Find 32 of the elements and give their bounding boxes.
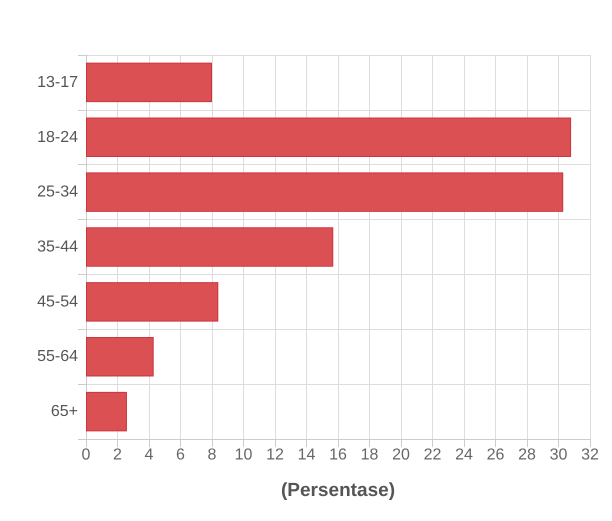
x-tick-label: 32 bbox=[581, 446, 599, 464]
x-tick-label: 8 bbox=[208, 446, 217, 464]
bar bbox=[86, 336, 154, 376]
x-tick-label: 20 bbox=[392, 446, 410, 464]
bar bbox=[86, 62, 212, 102]
y-tick-label: 65+ bbox=[50, 403, 78, 420]
x-tick-label: 18 bbox=[360, 446, 378, 464]
x-tick-label: 6 bbox=[176, 446, 186, 464]
bar bbox=[86, 392, 127, 432]
y-tick-label: 25-34 bbox=[37, 184, 78, 201]
x-tick-label: 2 bbox=[113, 446, 122, 464]
bar bbox=[86, 118, 572, 158]
x-tick-label: 16 bbox=[329, 446, 347, 464]
x-tick-label: 22 bbox=[424, 446, 442, 464]
y-tick-label: 45-54 bbox=[37, 293, 78, 310]
y-tick-label: 18-24 bbox=[37, 128, 78, 146]
x-tick-label: 24 bbox=[455, 446, 473, 464]
x-tick-label: 28 bbox=[518, 446, 536, 464]
x-tick-label: 10 bbox=[234, 446, 252, 464]
x-axis-title: (Persentase) bbox=[280, 480, 396, 501]
bar bbox=[86, 172, 564, 212]
x-tick-label: 14 bbox=[298, 446, 316, 464]
y-tick-label: 55-64 bbox=[37, 348, 78, 366]
bar bbox=[86, 227, 334, 267]
y-tick-label: 35-44 bbox=[37, 238, 78, 256]
x-tick-label: 12 bbox=[266, 446, 284, 464]
x-tick-label: 30 bbox=[550, 446, 568, 464]
x-tick-label: 4 bbox=[144, 446, 154, 464]
bar bbox=[86, 282, 218, 322]
x-tick-label: 26 bbox=[486, 446, 504, 464]
y-tick-label: 13-17 bbox=[37, 74, 78, 91]
x-tick-label: 0 bbox=[82, 446, 91, 464]
